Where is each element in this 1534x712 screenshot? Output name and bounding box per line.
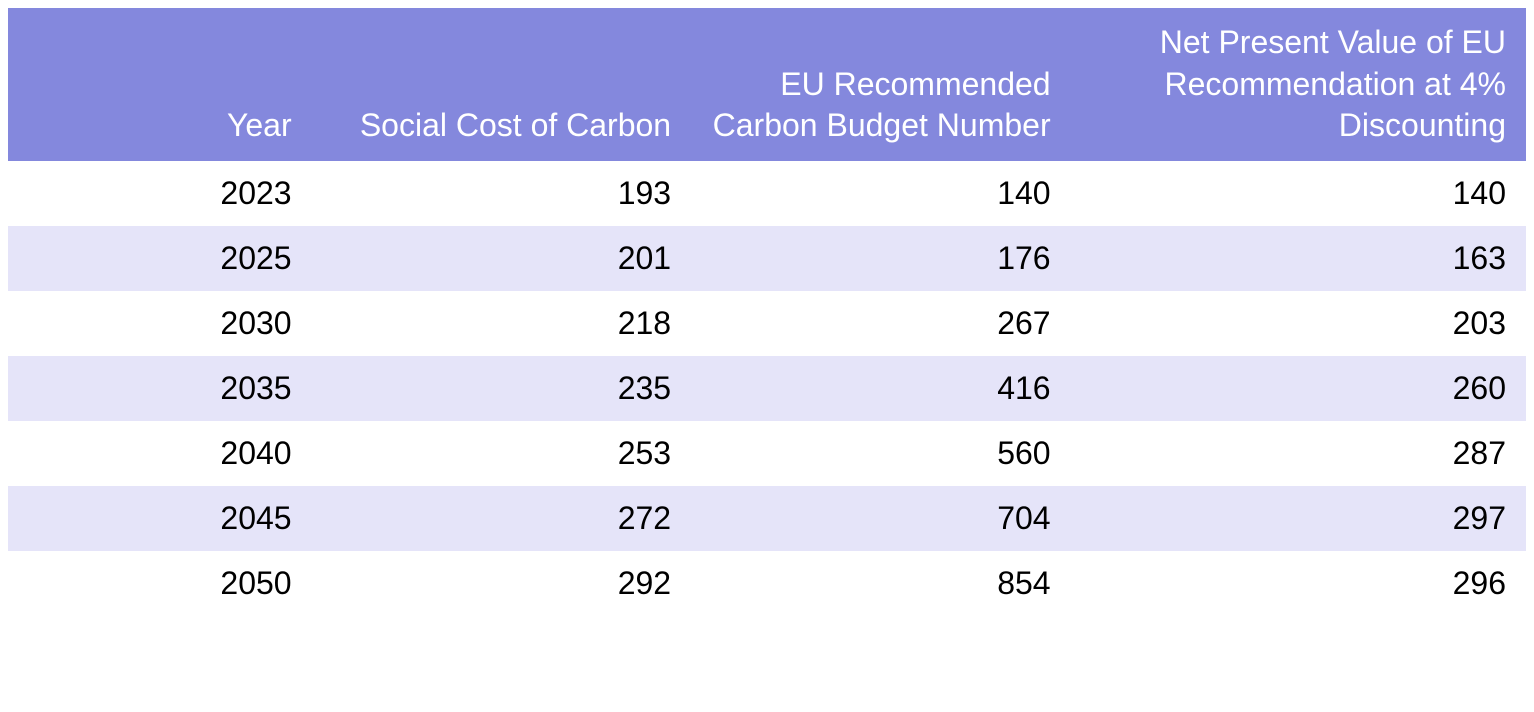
cell-eu-budget: 560 (691, 421, 1071, 486)
cell-eu-budget: 416 (691, 356, 1071, 421)
cell-year: 2030 (8, 291, 312, 356)
cell-social-cost: 292 (312, 551, 692, 616)
cell-eu-budget: 140 (691, 161, 1071, 226)
carbon-data-table: Year Social Cost of Carbon EU Recommende… (8, 8, 1526, 616)
table-row: 2050 292 854 296 (8, 551, 1526, 616)
table-row: 2025 201 176 163 (8, 226, 1526, 291)
cell-eu-budget: 176 (691, 226, 1071, 291)
table-row: 2040 253 560 287 (8, 421, 1526, 486)
table-row: 2035 235 416 260 (8, 356, 1526, 421)
cell-npv: 296 (1071, 551, 1526, 616)
carbon-data-table-container: Year Social Cost of Carbon EU Recommende… (8, 8, 1526, 616)
col-header-social-cost: Social Cost of Carbon (312, 8, 692, 161)
table-row: 2023 193 140 140 (8, 161, 1526, 226)
cell-npv: 287 (1071, 421, 1526, 486)
table-body: 2023 193 140 140 2025 201 176 163 2030 2… (8, 161, 1526, 616)
cell-year: 2045 (8, 486, 312, 551)
col-header-eu-budget: EU Recommended Carbon Budget Number (691, 8, 1071, 161)
cell-year: 2035 (8, 356, 312, 421)
cell-social-cost: 253 (312, 421, 692, 486)
cell-social-cost: 193 (312, 161, 692, 226)
col-header-year: Year (8, 8, 312, 161)
cell-social-cost: 235 (312, 356, 692, 421)
cell-eu-budget: 704 (691, 486, 1071, 551)
cell-npv: 297 (1071, 486, 1526, 551)
table-row: 2045 272 704 297 (8, 486, 1526, 551)
cell-npv: 260 (1071, 356, 1526, 421)
cell-social-cost: 201 (312, 226, 692, 291)
cell-npv: 140 (1071, 161, 1526, 226)
cell-year: 2050 (8, 551, 312, 616)
cell-year: 2040 (8, 421, 312, 486)
cell-npv: 163 (1071, 226, 1526, 291)
cell-year: 2023 (8, 161, 312, 226)
cell-social-cost: 218 (312, 291, 692, 356)
col-header-npv: Net Present Value of EU Recommendation a… (1071, 8, 1526, 161)
cell-social-cost: 272 (312, 486, 692, 551)
cell-eu-budget: 267 (691, 291, 1071, 356)
cell-year: 2025 (8, 226, 312, 291)
cell-npv: 203 (1071, 291, 1526, 356)
table-header-row: Year Social Cost of Carbon EU Recommende… (8, 8, 1526, 161)
cell-eu-budget: 854 (691, 551, 1071, 616)
table-header: Year Social Cost of Carbon EU Recommende… (8, 8, 1526, 161)
table-row: 2030 218 267 203 (8, 291, 1526, 356)
